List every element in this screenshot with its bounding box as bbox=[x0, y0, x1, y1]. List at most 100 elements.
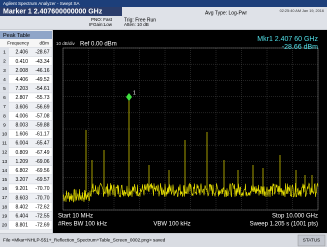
row-frequency: 2.807 bbox=[15, 95, 28, 101]
row-frequency: 8.003 bbox=[15, 122, 28, 128]
row-frequency: 6.802 bbox=[15, 168, 28, 174]
row-index: 8 bbox=[3, 113, 6, 119]
row-frequency: 2.406 bbox=[15, 50, 28, 56]
row-index-cell bbox=[0, 102, 9, 112]
row-amplitude: -72.55 bbox=[35, 213, 49, 219]
row-index: 20 bbox=[2, 223, 8, 229]
row-frequency: 6.404 bbox=[15, 213, 28, 219]
row-index: 10 bbox=[2, 132, 8, 138]
row-index-cell bbox=[0, 74, 9, 84]
row-index-cell bbox=[0, 156, 9, 166]
row-index: 2 bbox=[3, 59, 6, 65]
row-frequency: 0.410 bbox=[15, 59, 28, 65]
row-frequency: 4.406 bbox=[15, 77, 28, 83]
start-freq: Start 10 MHz bbox=[58, 214, 93, 220]
row-index: 9 bbox=[3, 122, 6, 128]
row-index-cell bbox=[0, 211, 9, 221]
row-amplitude: -43.34 bbox=[35, 59, 49, 65]
ref-level: Ref 0.00 dBm bbox=[80, 42, 117, 48]
row-amplitude: -67.49 bbox=[35, 150, 49, 156]
marker-diamond bbox=[126, 93, 132, 101]
row-index: 12 bbox=[2, 150, 8, 156]
row-frequency: 3.606 bbox=[15, 104, 28, 110]
row-amplitude: -70.70 bbox=[35, 195, 49, 201]
row-index: 3 bbox=[3, 68, 6, 74]
row-index: 1 bbox=[3, 50, 6, 56]
row-amplitude: -28.67 bbox=[35, 50, 49, 56]
row-amplitude: -56.69 bbox=[35, 104, 49, 110]
row-index: 5 bbox=[3, 86, 6, 92]
noise-trace bbox=[62, 182, 319, 203]
res-bw: #Res BW 100 kHz bbox=[58, 222, 107, 228]
marker-number: 1 bbox=[133, 90, 136, 96]
row-amplitude: -69.56 bbox=[35, 168, 49, 174]
row-index: 19 bbox=[2, 213, 8, 219]
row-frequency: 8.402 bbox=[15, 204, 28, 210]
row-index-cell bbox=[0, 165, 9, 175]
row-amplitude: -72.62 bbox=[35, 204, 49, 210]
avg-type: Avg Type: Log-Pwr bbox=[205, 10, 247, 16]
column-header-dbm: dBm bbox=[40, 41, 50, 46]
row-index: 17 bbox=[2, 195, 8, 201]
row-index-cell bbox=[0, 129, 9, 139]
row-amplitude: -54.61 bbox=[35, 86, 49, 92]
row-index: 6 bbox=[3, 95, 6, 101]
row-frequency: 2.008 bbox=[15, 68, 28, 74]
row-frequency: 3.207 bbox=[15, 177, 28, 183]
row-index: 11 bbox=[2, 141, 7, 147]
row-frequency: 1.606 bbox=[15, 132, 28, 138]
graph-area bbox=[53, 30, 327, 233]
scale: 10 dB/div bbox=[56, 41, 76, 46]
row-index: 14 bbox=[2, 168, 8, 174]
row-index-cell bbox=[0, 138, 9, 148]
row-amplitude: -69.06 bbox=[35, 159, 49, 165]
atten: Atten: 10 dB bbox=[124, 22, 149, 27]
row-amplitude: -65.47 bbox=[35, 141, 49, 147]
status-label: STATUS bbox=[303, 238, 320, 243]
row-index-cell bbox=[0, 83, 9, 93]
status-message: File <Mkar+NHLP-551+_Reflection_Spectrum… bbox=[3, 238, 166, 243]
row-index-cell bbox=[0, 193, 9, 203]
row-amplitude: -61.17 bbox=[35, 132, 49, 138]
status-button[interactable] bbox=[297, 234, 326, 247]
row-index-cell bbox=[0, 220, 9, 230]
peak-table-title: Peak Table bbox=[3, 33, 30, 39]
row-frequency: 4.006 bbox=[15, 113, 28, 119]
row-index-cell bbox=[0, 65, 9, 75]
row-index-cell bbox=[0, 93, 9, 103]
vbw: VBW 100 kHz bbox=[153, 222, 190, 228]
row-index-cell bbox=[0, 202, 9, 212]
column-header-freq: Frequency bbox=[7, 41, 29, 46]
marker-field[interactable] bbox=[0, 7, 122, 16]
row-index-cell bbox=[0, 174, 9, 184]
row-frequency: 9.201 bbox=[15, 186, 28, 192]
row-frequency: 7.203 bbox=[15, 86, 28, 92]
row-amplitude: -55.73 bbox=[35, 95, 49, 101]
row-amplitude: -72.69 bbox=[35, 223, 49, 229]
row-amplitude: -57.08 bbox=[35, 113, 49, 119]
row-index-cell bbox=[0, 184, 9, 194]
row-index-cell bbox=[0, 147, 9, 157]
stop-freq: Stop 10.000 GHz bbox=[272, 214, 318, 220]
row-frequency: 8.801 bbox=[15, 223, 28, 229]
row-index: 4 bbox=[3, 77, 6, 83]
row-amplitude: -59.88 bbox=[35, 122, 49, 128]
peak-table-header bbox=[0, 31, 52, 39]
row-frequency: 6.004 bbox=[15, 141, 28, 147]
row-frequency: 8.603 bbox=[15, 195, 28, 201]
row-index: 7 bbox=[3, 104, 6, 110]
row-index-cell bbox=[0, 47, 9, 57]
column-header bbox=[0, 39, 52, 47]
sweep: Sweep 1.205 s (1001 pts) bbox=[250, 222, 318, 228]
table-row bbox=[0, 220, 53, 230]
row-index: 15 bbox=[2, 177, 8, 183]
status-bar bbox=[0, 234, 327, 247]
ifgain: IFGain:Low bbox=[89, 22, 113, 27]
row-index: 18 bbox=[2, 204, 8, 210]
timestamp: 02:25:40 AM Jan 19, 2016 bbox=[280, 9, 324, 13]
row-amplitude: -49.52 bbox=[35, 77, 49, 83]
row-index-cell bbox=[0, 111, 9, 121]
title-bar bbox=[0, 0, 327, 7]
marker-readout-amp: -28.66 dBm bbox=[282, 44, 318, 51]
